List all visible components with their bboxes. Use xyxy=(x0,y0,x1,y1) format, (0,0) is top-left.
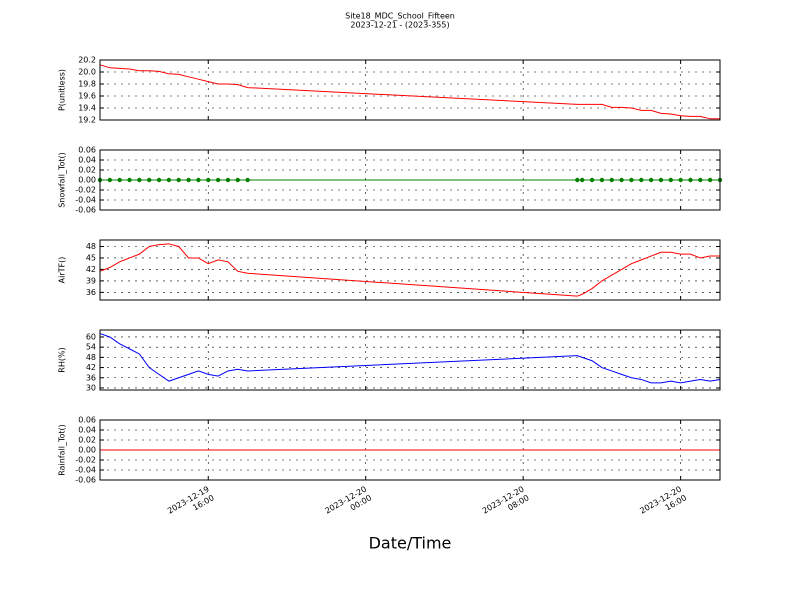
plot-frame xyxy=(99,419,721,481)
y-tick-label: 48 xyxy=(86,242,96,251)
data-point xyxy=(599,177,605,183)
plot-frame xyxy=(99,329,721,391)
y-axis-label: Snowfall_Tot() xyxy=(58,152,67,208)
y-axis-label: RH(%) xyxy=(58,347,67,372)
y-tick-label: 36 xyxy=(86,288,96,297)
data-point xyxy=(127,177,132,183)
y-tick-label: 19.6 xyxy=(78,92,96,101)
y-tick-label: 0.06 xyxy=(78,146,96,155)
y-tick-label: 48 xyxy=(86,353,96,362)
data-point xyxy=(707,177,713,183)
chart-title: Site18_MDC_School_Fifteen xyxy=(345,12,455,21)
y-tick-label: 0.02 xyxy=(78,166,96,175)
data-point xyxy=(639,177,644,183)
plot-frame xyxy=(99,239,721,301)
data-point xyxy=(235,177,240,183)
data-point xyxy=(137,177,142,183)
data-point xyxy=(580,177,585,183)
plot-frame xyxy=(99,59,721,121)
plot-frame xyxy=(99,149,721,211)
y-tick-label: -0.04 xyxy=(75,466,96,475)
data-point xyxy=(215,177,221,183)
data-point xyxy=(206,177,211,183)
y-tick-label: -0.04 xyxy=(75,196,96,205)
y-axis-label: Rainfall_Tot() xyxy=(58,424,67,476)
data-point xyxy=(698,177,703,183)
y-tick-label: 0.00 xyxy=(78,446,96,455)
y-tick-label: 0.04 xyxy=(78,426,96,435)
y-tick-label: 30 xyxy=(86,383,96,392)
data-point xyxy=(196,177,201,183)
data-point xyxy=(245,177,250,183)
data-point xyxy=(176,177,181,183)
y-tick-label: 19.4 xyxy=(78,104,96,113)
data-point xyxy=(147,177,152,183)
y-tick-label: 20.2 xyxy=(78,56,96,65)
data-point xyxy=(107,177,113,183)
data-point xyxy=(589,177,595,183)
y-tick-label: 60 xyxy=(86,332,96,341)
data-point xyxy=(688,177,693,183)
data-line xyxy=(99,243,720,297)
y-tick-label: 54 xyxy=(86,343,96,352)
y-axis-label: P(unitless) xyxy=(58,69,67,111)
y-tick-label: 42 xyxy=(86,265,96,274)
y-tick-label: -0.06 xyxy=(75,206,96,215)
y-tick-label: 45 xyxy=(86,253,96,262)
data-point xyxy=(658,177,664,183)
data-point xyxy=(609,177,614,183)
y-tick-label: -0.02 xyxy=(75,456,96,465)
data-line xyxy=(99,64,720,120)
chart-subtitle: 2023-12-21 - (2023-355) xyxy=(350,21,449,30)
x-axis-label: Date/Time xyxy=(369,534,452,553)
y-tick-label: 42 xyxy=(86,363,96,372)
y-tick-label: 0.00 xyxy=(78,176,96,185)
data-line xyxy=(99,333,721,384)
y-tick-label: 0.06 xyxy=(78,416,96,425)
y-tick-label: 19.2 xyxy=(78,116,96,125)
data-point xyxy=(629,177,634,183)
data-point xyxy=(648,177,654,183)
data-point xyxy=(156,177,162,183)
data-point xyxy=(117,177,122,183)
data-point xyxy=(619,177,624,183)
data-point xyxy=(225,177,231,183)
y-tick-label: 0.02 xyxy=(78,436,96,445)
y-tick-label: 20.0 xyxy=(78,68,96,77)
y-axis-label: AirTF() xyxy=(58,257,67,284)
data-point xyxy=(186,177,191,183)
y-tick-label: -0.06 xyxy=(75,476,96,485)
y-tick-label: 0.04 xyxy=(78,156,96,165)
y-tick-label: 39 xyxy=(86,276,96,285)
data-point xyxy=(668,177,673,183)
data-point xyxy=(678,177,683,183)
y-tick-label: -0.02 xyxy=(75,186,96,195)
y-tick-label: 19.8 xyxy=(78,80,96,89)
data-point xyxy=(575,177,580,183)
data-point xyxy=(166,177,172,183)
y-tick-label: 36 xyxy=(86,373,96,382)
